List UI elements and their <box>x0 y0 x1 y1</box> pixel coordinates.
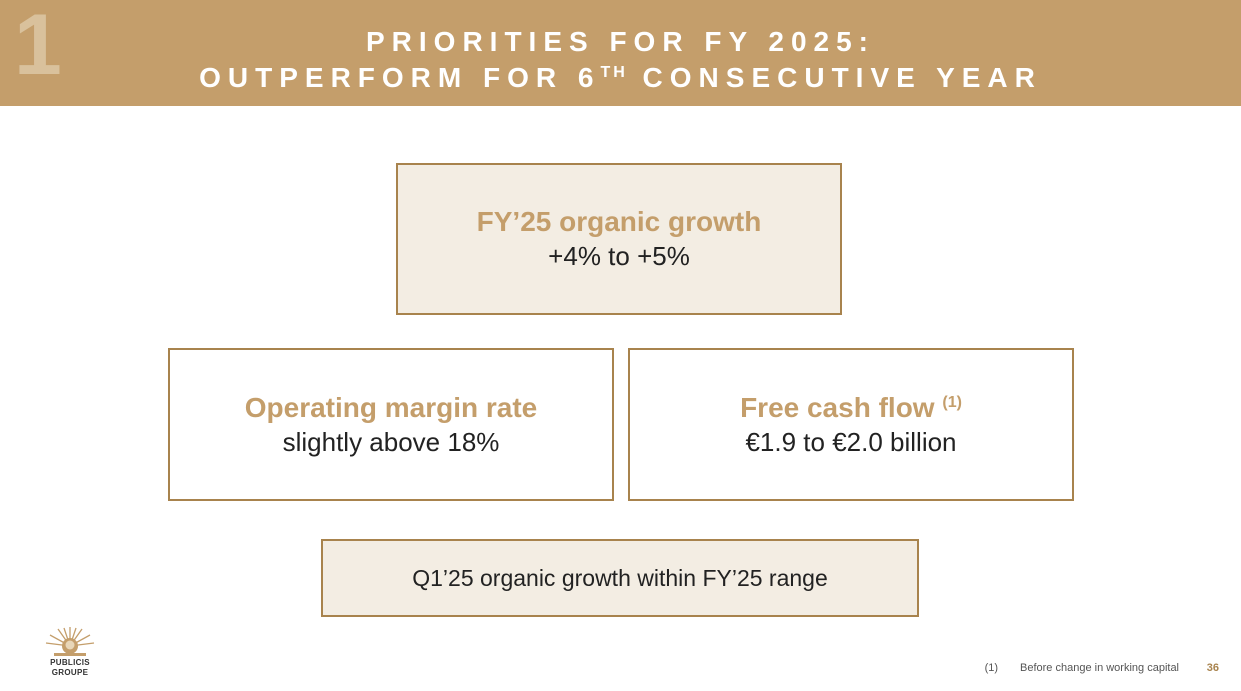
footnote-text: Before change in working capital <box>1020 662 1179 674</box>
organic-growth-box: FY’25 organic growth +4% to +5% <box>396 163 842 315</box>
organic-growth-value: +4% to +5% <box>548 241 690 271</box>
title-superscript: TH <box>600 64 628 81</box>
free-cash-flow-footnote-ref: (1) <box>942 393 962 411</box>
free-cash-flow-title: Free cash flow (1) <box>740 391 962 425</box>
section-number: 1 <box>14 0 62 93</box>
q1-growth-box: Q1’25 organic growth within FY’25 range <box>321 539 919 617</box>
footnote-mark: (1) <box>984 662 999 674</box>
lion-emblem-icon <box>45 627 95 656</box>
title-line-2-pre: OUTPERFORM FOR 6 <box>199 62 601 93</box>
page-title: PRIORITIES FOR FY 2025: OUTPERFORM FOR 6… <box>0 24 1241 96</box>
page-number: 36 <box>1206 662 1219 674</box>
operating-margin-box: Operating margin rate slightly above 18% <box>168 348 614 501</box>
title-line-2: OUTPERFORM FOR 6TH CONSECUTIVE YEAR <box>0 60 1241 96</box>
logo-line-2: GROUPE <box>51 668 89 677</box>
publicis-logo: PUBLICIS GROUPE <box>40 626 100 680</box>
logo-text: PUBLICIS GROUPE <box>40 658 100 678</box>
q1-growth-text: Q1’25 organic growth within FY’25 range <box>412 564 828 591</box>
operating-margin-title: Operating margin rate <box>244 391 538 423</box>
footnote: (1) Before change in working capital <box>985 662 1179 674</box>
title-line-1: PRIORITIES FOR FY 2025: <box>365 26 876 57</box>
title-line-2-post: CONSECUTIVE YEAR <box>627 62 1042 93</box>
logo-line-1: PUBLICIS <box>50 658 90 667</box>
operating-margin-value: slightly above 18% <box>282 426 500 457</box>
organic-growth-title: FY’25 organic growth <box>476 206 762 237</box>
free-cash-flow-title-text: Free cash flow <box>740 391 935 423</box>
free-cash-flow-value: €1.9 to €2.0 billion <box>745 426 957 457</box>
header-banner: 1 PRIORITIES FOR FY 2025: OUTPERFORM FOR… <box>0 0 1241 106</box>
free-cash-flow-box: Free cash flow (1) €1.9 to €2.0 billion <box>628 348 1074 501</box>
